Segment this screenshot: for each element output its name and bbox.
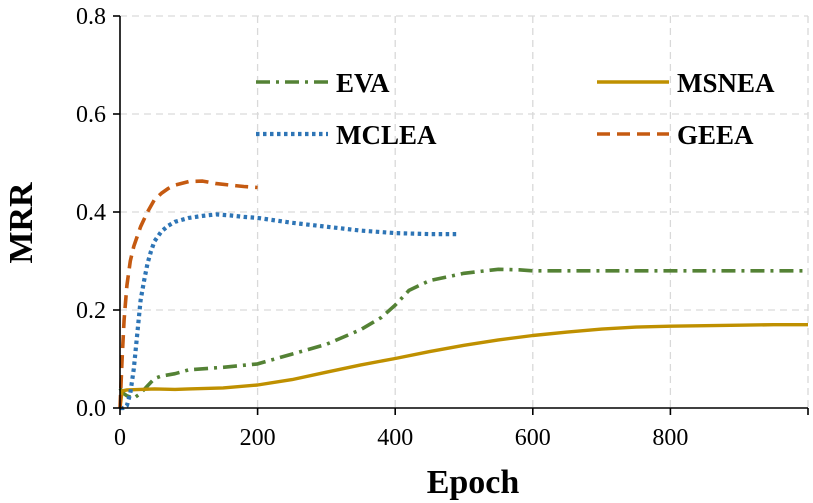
x-axis-title: Epoch: [427, 464, 520, 501]
legend-label: MSNEA: [677, 68, 775, 98]
legend-label: EVA: [336, 68, 390, 98]
y-tick-label: 0.6: [76, 102, 106, 128]
series-line-mclea: [120, 212, 458, 411]
legend-item-msnea: MSNEA: [597, 68, 775, 98]
y-tick-label: 0.4: [76, 200, 106, 226]
x-tick-label: 0: [114, 425, 126, 451]
axes: [113, 15, 809, 415]
legend-item-mclea: MCLEA: [256, 120, 437, 150]
y-tick-label: 0.8: [76, 4, 106, 30]
y-tick-label: 0.0: [76, 396, 106, 422]
series-line-eva: [118, 267, 808, 400]
y-tick-label: 0.2: [76, 298, 106, 324]
legend: EVA MSNEA MCLEA GEEA: [256, 68, 775, 150]
series-line-geea: [118, 179, 258, 409]
grid: [120, 15, 809, 408]
x-tick-label: 400: [377, 425, 413, 451]
x-tick-label: 200: [240, 425, 276, 451]
y-axis-title: MRR: [3, 182, 40, 264]
legend-item-eva: EVA: [256, 68, 390, 98]
legend-label: GEEA: [677, 120, 754, 150]
series-line-msnea: [118, 323, 808, 409]
x-tick-label: 600: [515, 425, 551, 451]
legend-item-geea: GEEA: [597, 120, 754, 150]
x-tick-label: 800: [652, 425, 688, 451]
series-lines: [118, 179, 808, 411]
legend-label: MCLEA: [336, 120, 437, 150]
tick-labels: 0.0 0.2 0.4 0.6 0.8 0 200 400 600 800: [76, 4, 688, 451]
